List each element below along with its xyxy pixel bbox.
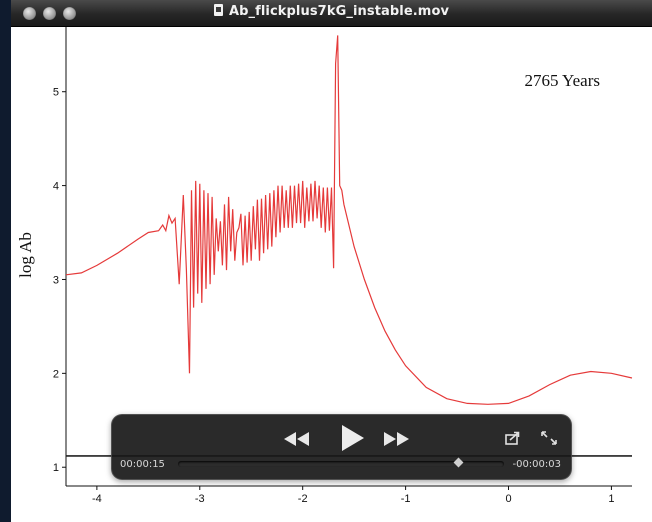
rewind-button[interactable] [282,429,312,454]
window-title: Ab_flickplus7kG_instable.mov [228,4,450,19]
x-tick-label: -1 [401,493,411,505]
y-tick-label: 3 [53,274,59,286]
x-ticks-group: -4 -3 -2 -1 0 1 [92,486,614,505]
movie-file-icon [213,4,223,16]
close-window-button[interactable] [23,7,36,20]
elapsed-time: 00:00:15 [120,459,165,470]
y-tick-label: 4 [53,181,59,193]
x-tick-label: -3 [195,493,205,505]
play-button[interactable] [338,423,366,458]
scrubber-playhead[interactable] [453,457,464,468]
scrubber-track[interactable] [178,457,504,468]
series-line [65,35,633,405]
x-tick-label: 0 [505,493,511,505]
remaining-time: -00:00:03 [512,459,561,470]
zoom-window-button[interactable] [63,7,76,20]
x-tick-label: -2 [298,493,308,505]
share-button[interactable] [504,430,522,451]
title-bar: Ab_flickplus7kG_instable.mov [11,0,652,27]
y-tick-label: 5 [53,87,59,99]
window-title-wrap: Ab_flickplus7kG_instable.mov [11,4,652,19]
fast-forward-button[interactable] [382,429,412,454]
y-ticks-group: 1 2 3 4 5 [53,87,66,474]
x-tick-label: -4 [92,493,102,505]
fast-forward-icon [384,432,409,446]
rewind-icon [284,432,309,446]
y-tick-label: 1 [53,462,59,474]
y-axis-label: log Ab [16,232,35,278]
playback-controller: 00:00:15 -00:00:03 [111,414,572,480]
fullscreen-button[interactable] [540,430,558,451]
share-icon [505,431,520,445]
chart-annotation: 2765 Years [524,71,600,90]
y-tick-label: 2 [53,368,59,380]
play-icon [342,425,364,451]
x-tick-label: 1 [608,493,614,505]
minimize-window-button[interactable] [43,7,56,20]
fullscreen-icon [541,431,557,445]
